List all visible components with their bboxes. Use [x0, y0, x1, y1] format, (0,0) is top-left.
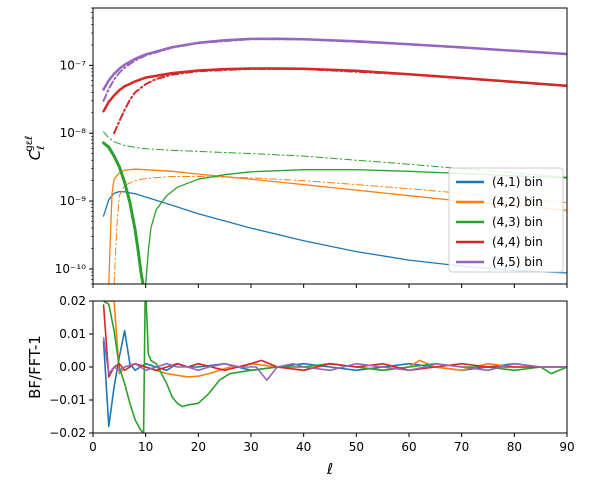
- bottom-x-tick-label: 30: [243, 440, 258, 454]
- series-line-4-2-cross: [113, 176, 567, 284]
- bottom-y-tick-label: 0.02: [59, 294, 86, 308]
- legend-label-4-3-bin: (4,3) bin: [492, 215, 543, 229]
- legend: (4,1) bin (4,2) bin (4,3) bin (4,4) bin (4,5…: [448, 167, 564, 273]
- top-y-tick-label: 10⁻⁹: [60, 194, 87, 208]
- bottom-y-axis-label: BF/FFT-1: [26, 335, 44, 399]
- series-line-4-1-bin: [102, 190, 567, 274]
- bottom-x-tick-label: 60: [401, 440, 416, 454]
- legend-items: (4,1) bin (4,2) bin (4,3) bin (4,4) bin (4,5…: [456, 175, 543, 269]
- bottom-x-tick-label: 90: [559, 440, 574, 454]
- bottom-x-tick-label: 40: [296, 440, 311, 454]
- series-line-4-3-bin-low: [102, 141, 145, 284]
- top-y-axis-label: Cℓgεℓ: [24, 136, 47, 161]
- ratio-line-4-5-bin: [102, 337, 567, 381]
- bottom-x-ticks: 0 10 20 30 40 50 60 70 80 90: [89, 284, 575, 454]
- top-panel-frame: [92, 7, 568, 285]
- series-line-4-4-cross: [113, 67, 567, 135]
- series-line-4-2-bin: [108, 168, 567, 284]
- y-label-sub: ℓ: [36, 146, 47, 150]
- top-y-ticks: 10⁻¹⁰ 10⁻⁹ 10⁻⁸ 10⁻⁷: [55, 7, 93, 285]
- y-label-sup: gεℓ: [24, 136, 35, 152]
- bottom-x-tick-label: 70: [454, 440, 469, 454]
- bottom-x-tick-label: 0: [89, 440, 97, 454]
- top-y-tick-label: 10⁻⁸: [60, 126, 87, 140]
- x-axis-label: ℓ: [326, 460, 333, 478]
- top-y-tick-label: 10⁻⁷: [60, 58, 87, 72]
- bottom-y-tick-label: −0.01: [49, 393, 86, 407]
- bottom-y-ticks: −0.02 −0.01 0.00 0.01 0.02: [49, 294, 93, 440]
- series-line-4-3-cross: [103, 131, 567, 178]
- legend-label-4-4-bin: (4,4) bin: [492, 235, 543, 249]
- bottom-y-tick-label: 0.00: [59, 360, 86, 374]
- legend-label-4-2-bin: (4,2) bin: [492, 195, 543, 209]
- bottom-x-tick-label: 10: [138, 440, 153, 454]
- top-panel-series: [102, 37, 567, 284]
- legend-box: [448, 167, 564, 273]
- ratio-line-4-1-bin: [102, 329, 567, 428]
- legend-label-4-5-bin: (4,5) bin: [492, 255, 543, 269]
- series-line-4-3-bin: [145, 169, 567, 284]
- bottom-x-tick-label: 20: [191, 440, 206, 454]
- top-y-tick-label: 10⁻¹⁰: [55, 262, 86, 276]
- bottom-x-tick-label: 50: [349, 440, 364, 454]
- bottom-y-tick-label: 0.01: [59, 327, 86, 341]
- legend-label-4-1-bin: (4,1) bin: [492, 175, 543, 189]
- y-label-main: C: [26, 149, 44, 160]
- ratio-line-4-4-bin: [102, 304, 567, 378]
- series-line-4-5-cross: [102, 38, 567, 102]
- bottom-panel-series: [102, 301, 567, 433]
- bottom-y-tick-label: −0.02: [49, 426, 86, 440]
- bottom-x-tick-label: 80: [507, 440, 522, 454]
